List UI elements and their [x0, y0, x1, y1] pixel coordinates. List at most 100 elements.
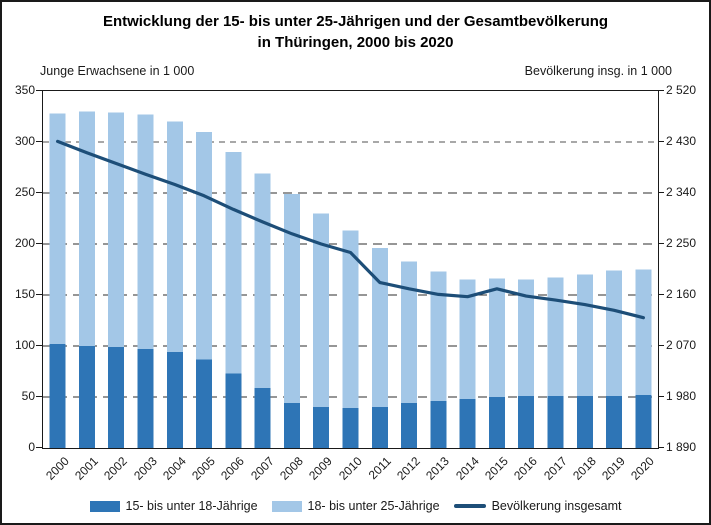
bar-15-18-2012 [401, 403, 418, 448]
x-axis-year-label: 2008 [277, 454, 306, 483]
bar-18-25-2012 [401, 261, 418, 404]
x-axis-year-label: 2016 [511, 454, 541, 483]
legend-label-15-18: 15- bis unter 18-Jährige [125, 499, 258, 513]
right-axis-tick-label: 2 250 [666, 236, 697, 250]
left-axis-tick-label: 200 [14, 236, 35, 250]
bar-15-18-2019 [606, 395, 623, 448]
right-axis-tick-label: 1 980 [666, 389, 697, 403]
bar-18-25-2006 [225, 152, 242, 374]
right-axis-tick-mark [658, 192, 664, 193]
x-axis-year-label: 2004 [159, 454, 189, 483]
right-axis-tick-label: 2 340 [666, 185, 697, 199]
bar-18-25-2017 [547, 277, 564, 396]
bar-15-18-2020 [635, 394, 652, 448]
x-axis-year-label: 2011 [365, 454, 394, 483]
bar-18-25-2005 [196, 131, 213, 360]
bar-18-25-2016 [518, 279, 535, 396]
x-axis-year-label: 2013 [423, 454, 453, 483]
bar-15-18-2013 [430, 401, 447, 448]
x-axis-year-label: 2012 [394, 454, 423, 483]
right-axis-tick-label: 2 070 [666, 338, 697, 352]
x-axis-year-label: 2010 [335, 454, 365, 483]
legend-swatch-light-blue-icon [271, 500, 302, 512]
bar-15-18-2007 [254, 387, 271, 448]
bar-15-18-2000 [49, 343, 66, 448]
left-axis-tick-mark [36, 90, 42, 91]
bar-18-25-2018 [576, 274, 593, 396]
bar-15-18-2004 [166, 352, 183, 448]
right-axis-caption: Bevölkerung insg. in 1 000 [524, 64, 672, 78]
x-axis-year-label: 2006 [218, 454, 248, 483]
bar-18-25-2008 [283, 194, 300, 404]
x-axis-year-label: 2005 [189, 454, 218, 483]
right-axis-tick-label: 2 520 [666, 83, 697, 97]
legend-item-15-18: 15- bis unter 18-Jährige [89, 499, 258, 513]
bar-18-25-2010 [342, 230, 359, 409]
bar-18-25-2013 [430, 271, 447, 402]
bar-18-25-2002 [108, 112, 125, 348]
x-axis-year-label: 2009 [306, 454, 336, 483]
bar-18-25-2000 [49, 113, 66, 344]
plot-svg [43, 111, 658, 448]
legend-line-swatch-icon [453, 504, 486, 508]
bar-15-18-2016 [518, 395, 535, 448]
bar-18-25-2004 [166, 121, 183, 353]
left-axis-tick-label: 0 [28, 440, 35, 454]
x-axis-year-label: 2002 [101, 454, 131, 483]
left-axis-tick-label: 250 [14, 185, 35, 199]
legend: 15- bis unter 18-Jährige 18- bis unter 2… [2, 499, 709, 513]
legend-item-18-25: 18- bis unter 25-Jährige [271, 499, 440, 513]
population-line [56, 139, 646, 320]
bar-18-25-2015 [488, 278, 505, 397]
left-axis-tick-mark [36, 447, 42, 448]
chart-title-line-1: Entwicklung der 15- bis unter 25-Jährige… [102, 13, 609, 30]
bar-18-25-2011 [371, 248, 388, 408]
bar-18-25-2007 [254, 173, 271, 388]
left-axis-tick-label: 150 [14, 287, 35, 301]
left-axis-tick-mark [36, 396, 42, 397]
x-axis-year-label: 2017 [540, 454, 570, 483]
right-axis-tick-mark [658, 396, 664, 397]
bar-15-18-2002 [108, 347, 125, 448]
bar-18-25-2020 [635, 269, 652, 395]
right-axis-tick-label: 2 430 [666, 134, 697, 148]
bar-18-25-2019 [606, 270, 623, 396]
bar-15-18-2001 [78, 346, 95, 448]
right-axis-tick-mark [658, 294, 664, 295]
left-axis-tick-label: 350 [14, 83, 35, 97]
x-axis-year-label: 2003 [130, 454, 160, 483]
x-axis-year-label: 2015 [482, 454, 511, 483]
bar-15-18-2010 [342, 408, 359, 448]
plot-area [42, 90, 659, 449]
x-axis-year-label: 2018 [569, 454, 599, 483]
left-axis-tick-label: 50 [21, 389, 35, 403]
bar-15-18-2008 [283, 403, 300, 448]
x-axis-year-label: 2000 [42, 454, 72, 483]
left-axis-tick-mark [36, 141, 42, 142]
bar-15-18-2014 [459, 399, 476, 448]
bar-18-25-2014 [459, 279, 476, 400]
left-axis-tick-mark [36, 192, 42, 193]
bar-15-18-2003 [137, 349, 154, 448]
bar-15-18-2017 [547, 395, 564, 448]
x-axis-year-label: 2019 [599, 454, 628, 483]
bar-15-18-2006 [225, 373, 242, 448]
bar-18-25-2003 [137, 114, 154, 350]
right-axis-tick-label: 2 160 [666, 287, 697, 301]
legend-item-population: Bevölkerung insgesamt [453, 499, 622, 513]
left-axis-tick-label: 100 [14, 338, 35, 352]
legend-swatch-dark-blue-icon [89, 500, 120, 512]
left-axis-caption: Junge Erwachsene in 1 000 [40, 64, 195, 78]
right-axis-tick-mark [658, 345, 664, 346]
bar-15-18-2005 [196, 359, 213, 448]
left-axis-tick-label: 300 [14, 134, 35, 148]
left-axis-tick-mark [36, 243, 42, 244]
bar-15-18-2009 [313, 407, 330, 448]
bar-18-25-2009 [313, 213, 330, 408]
chart-title-line-2: in Thüringen, 2000 bis 2020 [257, 34, 454, 51]
left-axis-tick-mark [36, 345, 42, 346]
x-axis-year-label: 2001 [72, 454, 101, 483]
right-axis-tick-mark [658, 447, 664, 448]
bar-15-18-2018 [576, 395, 593, 448]
